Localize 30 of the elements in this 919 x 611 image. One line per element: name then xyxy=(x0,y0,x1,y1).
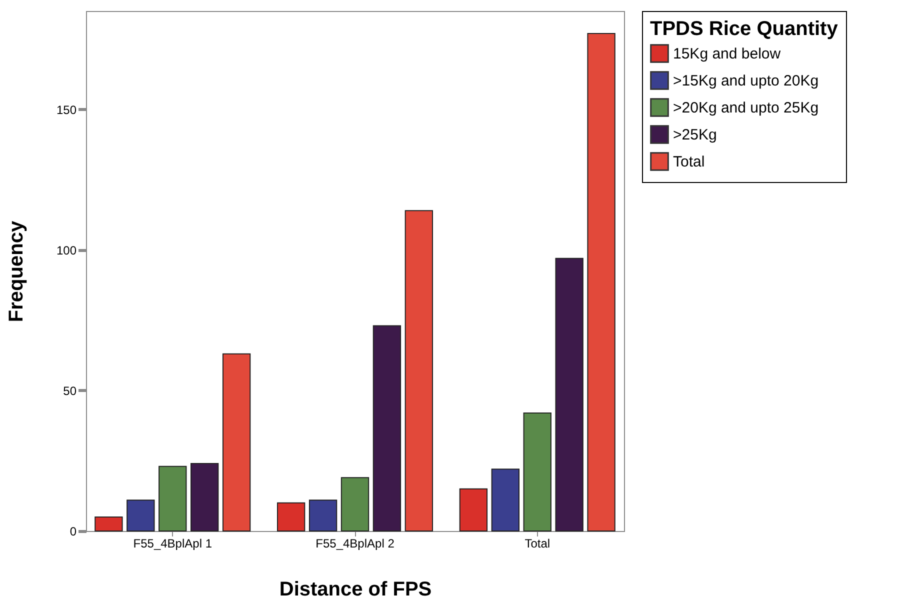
bar xyxy=(404,210,434,532)
legend-label: >15Kg and upto 20Kg xyxy=(673,72,819,90)
bar xyxy=(459,488,488,532)
legend-label: >20Kg and upto 25Kg xyxy=(673,100,819,116)
bar xyxy=(126,500,155,532)
bar xyxy=(491,468,520,532)
bar xyxy=(587,32,616,532)
y-tick-label: 0 xyxy=(70,524,77,538)
y-tick-label: 50 xyxy=(63,384,77,398)
y-tick-label: 100 xyxy=(56,243,77,258)
bar xyxy=(276,502,306,532)
legend-label: >25Kg xyxy=(673,126,717,144)
x-tick-label: F55_4BplApl 1 xyxy=(133,536,212,550)
bar xyxy=(308,500,338,532)
bar xyxy=(523,412,552,532)
bar xyxy=(94,516,123,532)
bar xyxy=(222,353,251,532)
x-tick-label: Total xyxy=(524,536,550,550)
y-tick-label: 150 xyxy=(56,102,77,117)
bar xyxy=(190,463,219,532)
x-tick-label: F55_4BplApl 2 xyxy=(316,536,395,550)
bar xyxy=(340,477,370,532)
bar xyxy=(158,466,187,532)
y-axis-title: Frequency xyxy=(5,220,28,322)
legend-label: Total xyxy=(673,154,705,170)
x-axis-title: Distance of FPS xyxy=(279,578,432,600)
bar xyxy=(372,325,402,532)
legend-title: TPDS Rice Quantity xyxy=(650,18,839,40)
legend-label: 15Kg and below xyxy=(673,46,781,62)
bar xyxy=(555,258,584,532)
